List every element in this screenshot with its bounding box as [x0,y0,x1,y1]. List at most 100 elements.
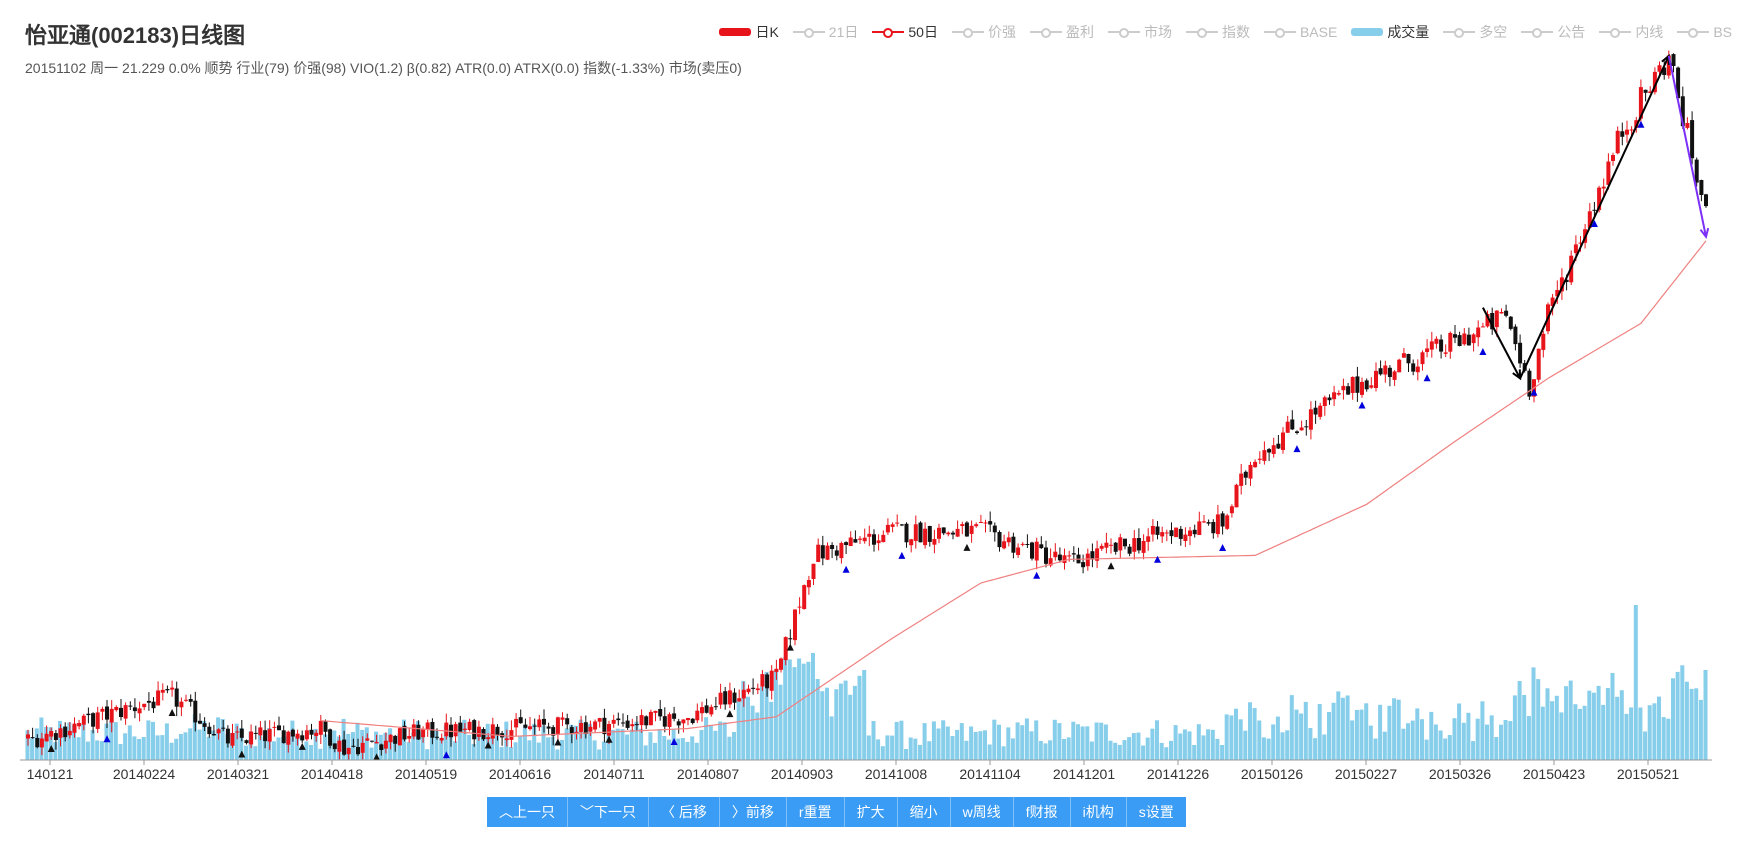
candle-body [458,722,463,732]
volume-bar [1443,738,1448,760]
volume-bar [1303,701,1308,760]
legend-item-11[interactable]: 内线 [1599,22,1663,42]
legend-item-2[interactable]: 50日 [872,22,938,42]
toolbar-button-10[interactable]: s设置 [1126,797,1186,827]
toolbar-button-4[interactable]: r重置 [786,797,845,827]
volume-bar [1206,729,1211,760]
toolbar-button-5[interactable]: 扩大 [844,797,898,827]
candle-body [885,524,890,533]
toolbar-button-7[interactable]: w周线 [950,797,1014,827]
volume-bar [657,729,662,760]
candle-body [356,747,360,755]
volume-bar [1433,724,1438,760]
volume-bar [592,740,597,760]
toolbar-button-6[interactable]: 缩小 [897,797,951,827]
toolbar-button-2[interactable]: 〈 后移 [649,797,720,827]
volume-bar [643,745,648,760]
candle-body [1248,464,1253,479]
volume-bar [81,723,86,760]
candle-body [1211,522,1216,534]
candle-body [402,725,407,740]
candle-body [983,522,988,524]
volume-bar [276,737,281,760]
volume-bar [434,730,439,760]
volume-bar [220,719,225,760]
volume-bar [718,721,723,760]
legend-item-5[interactable]: 市场 [1107,22,1172,42]
toolbar-button-3[interactable]: 〉前移 [719,797,787,827]
legend-item-1[interactable]: 21日 [792,22,858,42]
candle-body [365,738,370,741]
candle-body [179,701,184,708]
volume-bar [574,725,578,760]
candle-body [1606,161,1611,185]
candle-body [95,712,100,729]
toolbar-button-9[interactable]: i机构 [1070,797,1127,827]
candle-body [1676,67,1681,99]
volume-bar [522,725,527,760]
volume-bar [1275,716,1280,760]
volume-bar [309,745,313,760]
candle-body [937,527,941,539]
legend-item-12[interactable]: BS [1677,24,1732,40]
candle-body [1559,277,1564,292]
toolbar-button-8[interactable]: f财报 [1013,797,1071,827]
legend-item-3[interactable]: 价强 [951,22,1016,42]
volume-bar [1489,715,1494,760]
toolbar-button-1[interactable]: ﹀下一只 [568,797,649,827]
volume-bar [1089,741,1094,760]
candle-body [974,524,979,527]
volume-bar [1578,708,1582,760]
volume-bar [904,749,908,760]
candle-body [81,715,86,725]
legend-item-8[interactable]: 成交量 [1351,22,1429,42]
legend-label: 市场 [1143,24,1172,40]
legend-item-9[interactable]: 多空 [1443,22,1507,42]
volume-bar [615,728,620,760]
candle-body [1025,544,1030,545]
candle-body [1048,558,1053,566]
candle-body [1611,155,1615,161]
legend-item-0[interactable]: 日K [719,22,779,42]
candle-body [913,524,918,541]
volume-bar [1485,724,1489,760]
volume-bar [629,729,634,760]
candle-body [1243,471,1248,478]
candle-body [1643,89,1648,93]
candle-body [1662,67,1667,75]
candle-body [411,724,416,737]
volume-bar [741,680,746,760]
legend-item-10[interactable]: 公告 [1521,22,1585,42]
toolbar-button-0[interactable]: ︿上一只 [487,797,568,827]
legend-item-6[interactable]: 指数 [1185,22,1250,42]
candle-body [1006,537,1011,543]
candle-body [1573,244,1578,254]
volume-bar [587,723,592,760]
candle-body [1406,354,1411,364]
volume-bar [597,749,602,760]
candle-body [653,710,658,713]
volume-bar [750,705,755,760]
candle-body [760,674,765,687]
volume-bar [1215,738,1220,760]
candle-body [1680,96,1685,127]
candle-body [1360,381,1364,395]
volume-bar [527,740,532,760]
volume-bar [927,741,932,760]
volume-bar [639,728,644,760]
legend-item-4[interactable]: 盈利 [1029,22,1094,42]
x-axis-tick-label: 20140321 [207,766,270,782]
candle-body [816,544,821,562]
legend-item-7[interactable]: BASE [1263,24,1337,40]
candle-body [1169,530,1174,537]
volume-bar [271,741,276,760]
volume-bar [1076,724,1080,760]
candle-body [1123,538,1127,547]
volume-bar [1117,744,1122,760]
volume-series [25,605,1708,760]
candle-body [1504,310,1509,316]
volume-bar [694,742,699,760]
volume-bar [1178,733,1183,760]
legend-symbol-icon [951,25,984,39]
buy-marker [1530,388,1538,396]
